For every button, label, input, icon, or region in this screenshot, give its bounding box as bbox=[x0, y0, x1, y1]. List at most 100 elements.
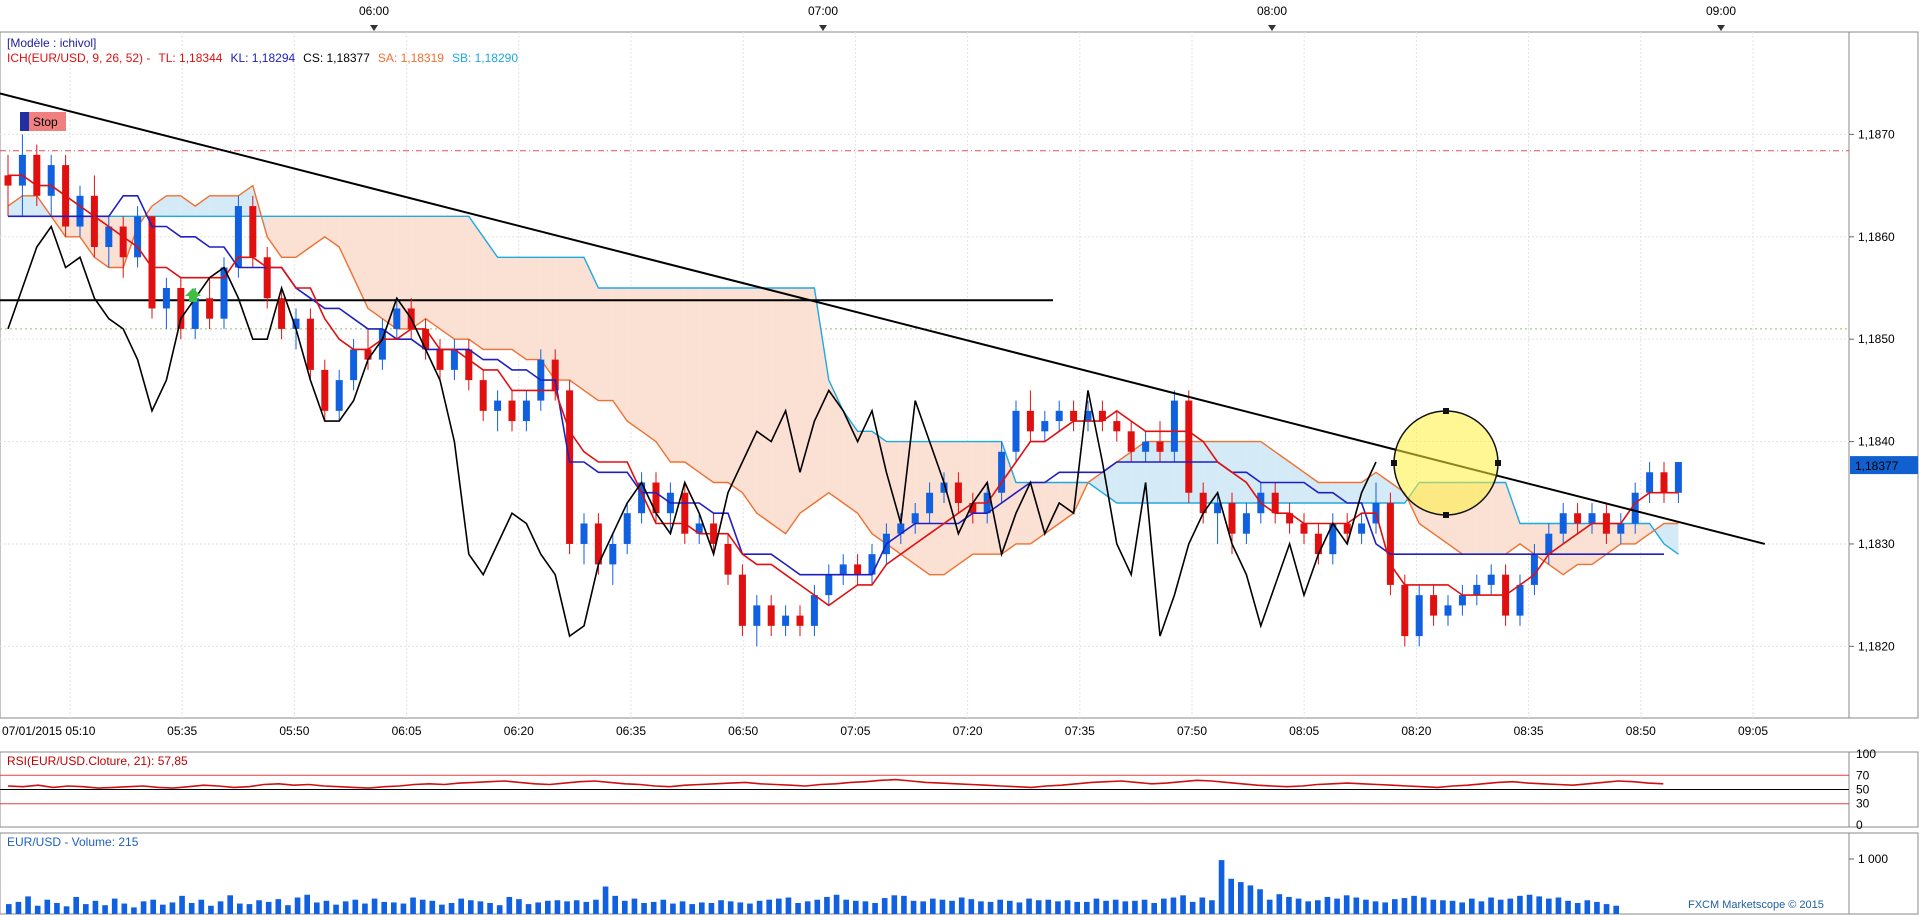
candle-body bbox=[1185, 400, 1193, 493]
cloud-segment bbox=[627, 287, 642, 432]
rsi-line bbox=[7, 778, 1664, 789]
candle-body bbox=[364, 349, 372, 360]
volume-bar bbox=[545, 900, 551, 914]
y-tick-label: 1,1860 bbox=[1858, 230, 1895, 244]
cloud-segment bbox=[656, 287, 671, 463]
volume-bar bbox=[1315, 900, 1321, 914]
cloud-segment bbox=[281, 216, 296, 258]
volume-bar bbox=[1507, 898, 1514, 914]
volume-bar bbox=[458, 898, 464, 914]
y-tick-label: 1,1830 bbox=[1858, 537, 1895, 551]
volume-bar bbox=[1238, 882, 1244, 914]
top-time-label: 09:00 bbox=[1706, 4, 1736, 18]
candle-body bbox=[681, 492, 689, 534]
candle-body bbox=[1516, 584, 1524, 616]
candle-body bbox=[1430, 595, 1438, 616]
candle-body bbox=[1156, 441, 1164, 452]
cloud-segment bbox=[1160, 441, 1175, 503]
candle-body bbox=[580, 523, 588, 544]
candle-body bbox=[1170, 400, 1178, 452]
candle-body bbox=[609, 543, 617, 565]
volume-bar bbox=[670, 903, 676, 914]
cloud-segment bbox=[1606, 523, 1621, 555]
volume-bar bbox=[920, 901, 926, 914]
volume-bar bbox=[795, 903, 801, 914]
cloud-segment bbox=[814, 287, 829, 503]
volume-bar bbox=[1161, 898, 1167, 914]
volume-bar bbox=[853, 900, 859, 914]
candle-body bbox=[652, 482, 660, 514]
chikou-span-line bbox=[7, 224, 1377, 638]
volume-bar bbox=[824, 896, 830, 914]
legend-tl: TL: 1,18344 bbox=[158, 51, 223, 65]
y-tick-label: 1,1850 bbox=[1858, 332, 1895, 346]
x-tick-label: 07:50 bbox=[1177, 724, 1207, 738]
volume-bar bbox=[1026, 898, 1032, 914]
candle-body bbox=[393, 308, 401, 329]
volume-bar bbox=[439, 904, 445, 914]
stop-label: Stop bbox=[33, 115, 58, 129]
candle-body bbox=[1674, 462, 1682, 493]
volume-tick-label: 1 000 bbox=[1858, 852, 1888, 866]
cloud-segment bbox=[267, 216, 282, 258]
candle-body bbox=[1588, 513, 1596, 524]
cloud-segment bbox=[1332, 482, 1348, 503]
volume-bar bbox=[477, 901, 484, 914]
volume-bar bbox=[804, 901, 811, 914]
volume-bar bbox=[535, 902, 541, 914]
cloud-segment bbox=[987, 441, 1002, 555]
candle-body bbox=[278, 298, 286, 329]
candle-body bbox=[292, 318, 300, 329]
volume-bar bbox=[1218, 860, 1225, 914]
volume-bar bbox=[246, 904, 253, 914]
candle-body bbox=[854, 564, 862, 575]
cloud-segment bbox=[22, 195, 37, 217]
volume-bar bbox=[727, 901, 734, 914]
volume-bar bbox=[140, 901, 147, 914]
cloud-segment bbox=[1044, 482, 1060, 534]
y-tick-label: 1,1820 bbox=[1858, 639, 1895, 653]
volume-bar bbox=[602, 886, 609, 914]
candle-body bbox=[1300, 523, 1308, 534]
candle-body bbox=[263, 257, 271, 299]
rsi-tick-label: 70 bbox=[1856, 768, 1870, 782]
volume-bar bbox=[593, 899, 599, 914]
volume-bar bbox=[968, 899, 975, 914]
volume-bar bbox=[371, 898, 378, 914]
candle-body bbox=[998, 451, 1006, 493]
cloud-segment bbox=[1635, 523, 1650, 544]
volume-bar bbox=[1084, 901, 1090, 914]
volume-bar bbox=[1305, 901, 1311, 914]
cloud-segment bbox=[569, 257, 584, 391]
x-tick-label: 08:50 bbox=[1626, 724, 1656, 738]
cloud-segment bbox=[1260, 441, 1276, 503]
cloud-segment bbox=[598, 287, 613, 401]
candle-body bbox=[1329, 523, 1337, 555]
volume-bar bbox=[410, 897, 416, 914]
candle-body bbox=[220, 267, 228, 319]
candle-body bbox=[350, 349, 358, 381]
x-tick-label: 07:35 bbox=[1065, 724, 1095, 738]
candle-body bbox=[177, 287, 185, 329]
candle-body bbox=[695, 523, 703, 534]
volume-bar bbox=[1247, 885, 1254, 914]
cloud-segment bbox=[756, 287, 772, 524]
volume-bar bbox=[891, 895, 898, 914]
volume-bar bbox=[583, 901, 590, 914]
stop-marker-handle bbox=[20, 112, 29, 131]
volume-bar bbox=[573, 900, 580, 914]
volume-bar bbox=[679, 901, 686, 914]
legend-sa: SA: 1,18319 bbox=[377, 51, 444, 65]
volume-bar bbox=[776, 898, 782, 914]
volume-bar bbox=[44, 899, 51, 914]
cloud-segment bbox=[1520, 523, 1535, 555]
cloud-segment bbox=[584, 257, 599, 401]
cloud-segment bbox=[454, 216, 469, 340]
volume-bar bbox=[63, 906, 70, 914]
volume-bar bbox=[1295, 898, 1302, 914]
top-time-marker bbox=[819, 25, 827, 31]
cloud-segment bbox=[512, 257, 527, 360]
cloud-segment bbox=[1145, 441, 1160, 503]
candle-body bbox=[1646, 472, 1654, 493]
candle-body bbox=[810, 595, 818, 626]
